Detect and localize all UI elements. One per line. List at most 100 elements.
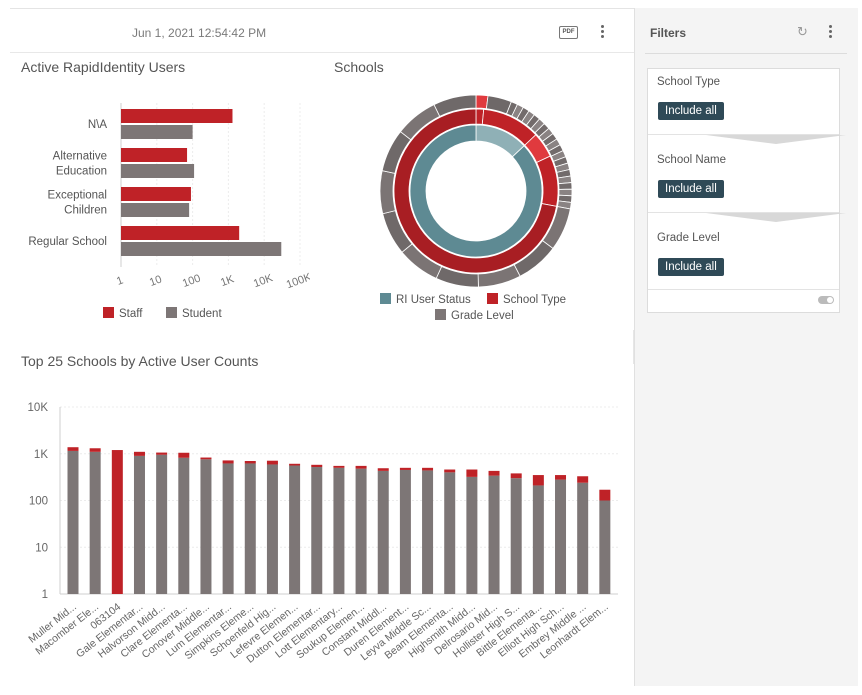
bar-student — [133, 455, 145, 594]
filter-label: Grade Level — [657, 232, 720, 244]
legend-label-student: Student — [182, 308, 222, 320]
bar-staff — [178, 452, 190, 458]
bar-staff — [133, 451, 145, 456]
bar-staff — [121, 109, 233, 123]
bar-staff — [599, 489, 611, 501]
y-tick-label: 100 — [29, 496, 48, 508]
legend-item-student[interactable]: Student — [166, 307, 222, 320]
pdf-export-button[interactable]: PDF — [559, 26, 578, 39]
filter-value-chip[interactable]: Include all — [658, 102, 724, 120]
bar-student — [599, 500, 611, 594]
legend-swatch-staff — [103, 307, 114, 318]
category-label: Children — [64, 205, 107, 217]
bar-student — [121, 242, 282, 256]
legend-item-ri-user-status[interactable]: RI User Status — [380, 293, 471, 306]
bar-student — [121, 125, 193, 139]
legend-swatch-ri-user-status — [380, 293, 391, 304]
sunburst-grade-segment — [558, 182, 573, 190]
sunburst-grade-segment — [558, 188, 573, 197]
x-tick-label: 10K — [252, 272, 275, 290]
bar-staff — [121, 148, 188, 162]
category-label: Education — [56, 166, 107, 178]
filter-value-chip[interactable]: Include all — [658, 180, 724, 198]
bar-student — [266, 464, 278, 594]
bar-student — [510, 478, 522, 594]
bar-staff — [67, 447, 79, 451]
filter-value-chip[interactable]: Include all — [658, 258, 724, 276]
legend-swatch-school-type — [487, 293, 498, 304]
filters-title: Filters — [650, 26, 687, 40]
bar-staff — [156, 452, 168, 455]
filter-connector — [706, 213, 846, 222]
filters-menu-icon[interactable] — [824, 23, 836, 41]
legend-item-staff[interactable]: Staff — [103, 307, 142, 320]
bar-staff — [377, 468, 389, 471]
bar-student — [222, 463, 234, 594]
filter-label: School Name — [657, 154, 727, 166]
reset-filters-icon[interactable]: ↻ — [797, 24, 808, 39]
legend-item-school-type[interactable]: School Type — [487, 293, 566, 306]
legend-item-grade-level[interactable]: Grade Level — [435, 309, 514, 322]
users-bar-chart: 1 10 100 1K 10K 100K N\A Alternative Education Ex… — [28, 103, 310, 291]
bar-staff — [466, 469, 478, 477]
bar-student — [333, 467, 345, 594]
dashboard-canvas: Jun 1, 2021 12:54:42 PM PDF Active Rapid… — [10, 8, 634, 686]
top25-chart-title: Top 25 Schools by Active User Counts — [21, 353, 259, 369]
legend-label-grade-level: Grade Level — [451, 310, 514, 322]
bar-staff — [111, 450, 123, 594]
bar-student — [89, 451, 101, 594]
filter-divider — [648, 134, 839, 135]
legend-swatch-student — [166, 307, 177, 318]
category-label: N\A — [88, 119, 108, 131]
filter-school-name[interactable]: School Name Include all — [648, 147, 839, 225]
legend-label-staff: Staff — [119, 308, 143, 320]
filters-apply-toggle[interactable] — [818, 296, 834, 304]
bar-student — [577, 482, 589, 594]
category-label: Regular School — [28, 236, 107, 248]
bar-student — [121, 164, 195, 178]
bar-staff — [422, 467, 434, 471]
y-tick-label: 1 — [42, 589, 48, 601]
schools-chart-title: Schools — [334, 59, 384, 75]
bar-student — [355, 468, 367, 594]
filter-divider — [648, 289, 839, 290]
filter-grade-level[interactable]: Grade Level Include all — [648, 225, 839, 303]
bar-student — [200, 459, 212, 594]
filter-label: School Type — [657, 76, 721, 88]
bar-student — [555, 479, 567, 594]
legend-label-ri-user-status: RI User Status — [396, 294, 471, 306]
filters-panel: Filters ↻ School Type Include all School… — [634, 8, 858, 686]
users-chart-title: Active RapidIdentity Users — [21, 59, 186, 75]
bar-student — [289, 465, 301, 594]
legend-label-school-type: School Type — [503, 294, 567, 306]
bar-staff — [222, 460, 234, 464]
schools-legend: RI User Status School Type Grade Level — [380, 293, 580, 327]
bar-staff — [266, 460, 278, 465]
bar-staff — [89, 448, 101, 452]
filter-divider — [648, 212, 839, 213]
sunburst-status-segment — [409, 124, 543, 258]
bar-student — [399, 469, 411, 594]
sunburst-grade-segment — [433, 94, 477, 117]
users-legend: Staff Student — [103, 307, 263, 323]
bar-staff — [244, 460, 256, 464]
bar-student — [178, 457, 190, 594]
filter-school-type[interactable]: School Type Include all — [648, 69, 839, 147]
bar-student — [532, 485, 544, 594]
category-label: Exceptional — [48, 190, 107, 202]
bar-staff — [200, 457, 212, 460]
legend-swatch-grade-level — [435, 309, 446, 320]
bar-staff — [399, 467, 411, 470]
dashboard-menu-icon[interactable] — [596, 23, 608, 41]
sunburst-grade-segment — [475, 94, 489, 110]
bar-staff — [121, 187, 191, 201]
bar-staff — [311, 464, 323, 468]
y-tick-label: 1K — [34, 449, 48, 461]
sunburst-type-segment — [393, 108, 558, 274]
y-tick-label: 10K — [28, 402, 49, 414]
bar-student — [466, 476, 478, 594]
bar-student — [244, 463, 256, 594]
dashboard-header: Jun 1, 2021 12:54:42 PM PDF — [10, 9, 634, 53]
sunburst-grade-segment — [379, 170, 396, 215]
